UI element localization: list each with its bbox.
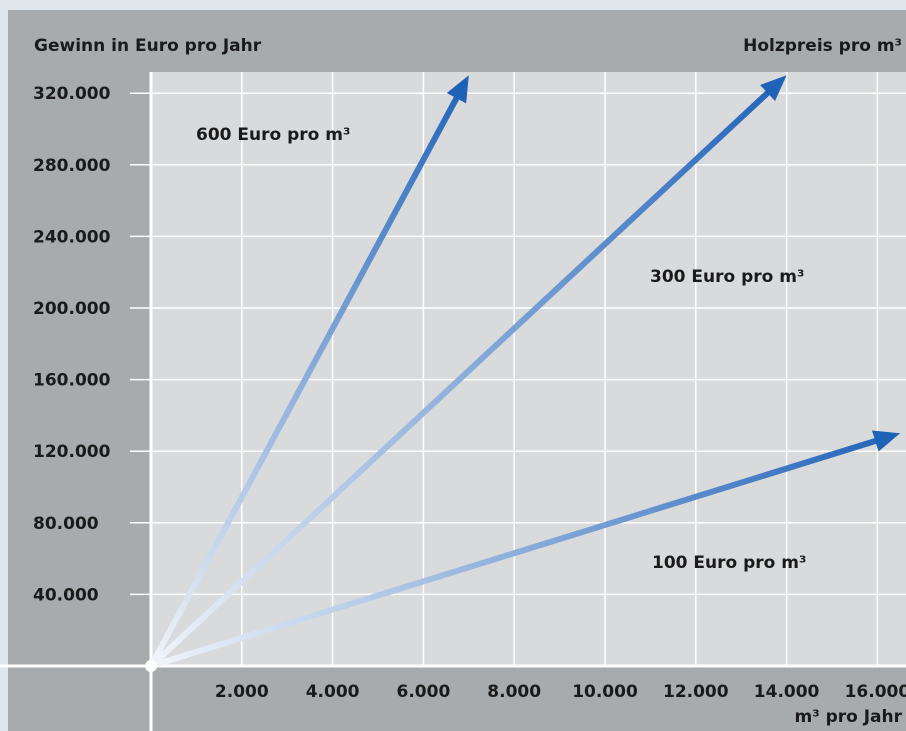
x-tick-label: 2.000 [215,682,269,702]
series-arrow-shaft [148,89,771,669]
y-axis-title: Gewinn in Euro pro Jahr [34,36,262,56]
y-tick-label: 320.000 [33,84,111,104]
y-tick-label: 80.000 [33,514,99,534]
y-tick-label: 160.000 [33,371,111,391]
plot-area [150,72,906,666]
y-tick-label: 280.000 [33,156,111,176]
y-tick-label: 200.000 [33,299,111,319]
y-tick-label: 40.000 [33,585,99,605]
series-arrow-head [872,430,901,452]
legend-title: Holzpreis pro m³ [743,36,902,56]
series-arrow-head [760,75,787,102]
x-tick-label: 6.000 [397,682,451,702]
labels-group: 2.000 4.000 6.000 8.000 10.000 12.000 14.000 16… [33,84,906,702]
x-tick-label: 16.000 [845,682,906,702]
x-tick-label: 12.000 [663,682,729,702]
series-group [145,75,901,672]
series-arrow-shaft [148,95,460,669]
y-tick-label: 120.000 [33,442,111,462]
series-label-300: 300 Euro pro m³ [650,267,804,287]
series-arrow-shaft [148,438,879,669]
x-tick-label: 10.000 [572,682,638,702]
x-tick-label: 4.000 [306,682,360,702]
y-tick-label: 240.000 [33,227,111,247]
x-tick-label: 14.000 [754,682,820,702]
series-arrow-head [446,75,469,104]
x-tick-label: 8.000 [487,682,541,702]
grid [130,72,906,666]
x-axis-title: m³ pro Jahr [794,707,902,727]
series-label-600: 600 Euro pro m³ [196,125,350,145]
origin-point [145,660,157,672]
series-label-100: 100 Euro pro m³ [652,553,806,573]
